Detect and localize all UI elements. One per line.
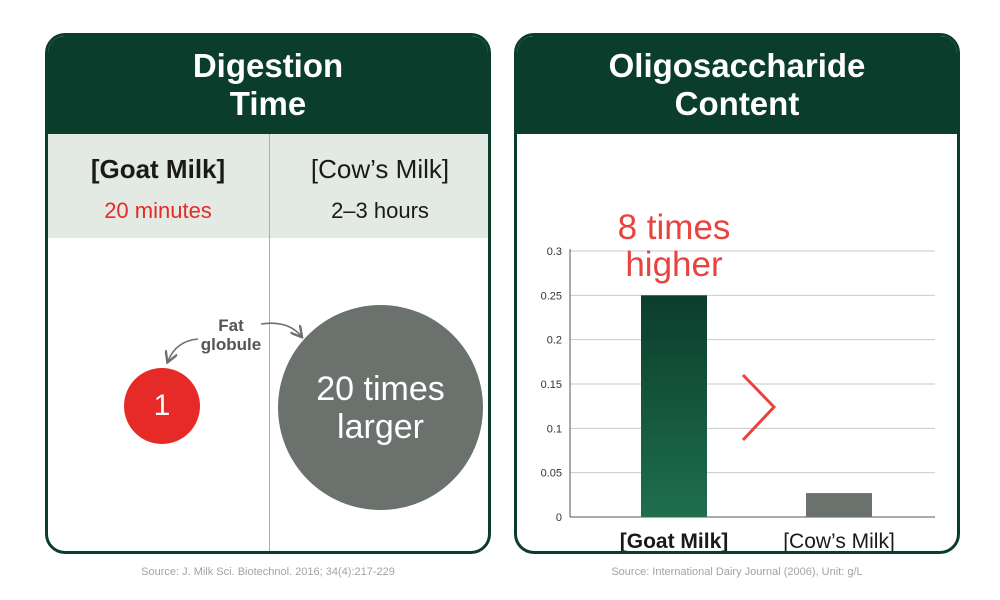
fat-label-line1: Fat xyxy=(218,316,244,335)
digestion-source-note: Source: J. Milk Sci. Biotechnol. 2016; 3… xyxy=(141,566,395,578)
y-tick-label: 0.15 xyxy=(541,379,562,391)
column-divider xyxy=(269,134,270,551)
oligosaccharide-card-header: Oligosaccharide Content xyxy=(517,36,957,134)
y-tick-label: 0.3 xyxy=(547,246,562,258)
cow-milk-time: 2–3 hours xyxy=(331,198,429,223)
goat-milk-time: 20 minutes xyxy=(104,198,212,223)
y-tick-label: 0 xyxy=(556,512,562,524)
digestion-time-card: Digestion Time [Goat Milk] 20 minutes [C… xyxy=(45,33,491,554)
cow-fat-globule-circle: 20 times larger xyxy=(278,305,483,510)
oligosaccharide-source-note: Source: International Dairy Journal (200… xyxy=(611,566,863,578)
fat-globule-label: Fat globule xyxy=(191,316,271,354)
oligosaccharide-card-title: Oligosaccharide Content xyxy=(609,47,866,123)
x-label-goat-milk: [Goat Milk] xyxy=(620,530,729,553)
greater-than-chevron xyxy=(741,373,777,442)
milk-comparison-row: [Goat Milk] 20 minutes [Cow’s Milk] 2–3 … xyxy=(48,134,488,238)
y-tick-label: 0.2 xyxy=(547,335,562,347)
oligosaccharide-bar-chart: 0 0.05 0.1 0.15 0.2 0.25 0.3 [Goat Milk] [Cow’s … xyxy=(541,208,935,553)
bar-cows-milk xyxy=(806,493,872,517)
cow-milk-label: [Cow’s Milk] xyxy=(310,154,450,184)
oligosaccharide-card: Oligosaccharide Content 0 0.05 0.1 0.15 0.2 0… xyxy=(514,33,960,554)
small-circle-value: 1 xyxy=(153,389,171,422)
large-circle-line2: larger xyxy=(337,407,424,446)
annotation-line2: higher xyxy=(625,245,723,284)
digestion-title-line1: Digestion xyxy=(192,47,344,84)
goat-milk-cell: [Goat Milk] 20 minutes xyxy=(48,134,268,238)
cow-milk-cell: [Cow’s Milk] 2–3 hours xyxy=(270,134,488,238)
y-tick-label: 0.05 xyxy=(541,468,562,480)
digestion-title-line2: Time xyxy=(229,85,307,122)
y-tick-label: 0.25 xyxy=(541,290,562,302)
bar-goat-milk xyxy=(641,295,707,517)
large-circle-line1: 20 times xyxy=(316,369,445,408)
y-tick-label: 0.1 xyxy=(547,423,562,435)
goat-milk-label: [Goat Milk] xyxy=(90,154,226,184)
oligo-title-line1: Oligosaccharide xyxy=(608,47,866,84)
goat-fat-globule-circle: 1 xyxy=(124,368,200,444)
fat-label-line2: globule xyxy=(200,335,262,354)
x-label-cows-milk: [Cow’s Milk] xyxy=(783,530,895,553)
oligo-title-line2: Content xyxy=(674,85,800,122)
arrow-to-small-circle xyxy=(168,338,199,361)
arrow-to-large-circle xyxy=(260,322,301,336)
annotation-line1: 8 times xyxy=(618,208,731,247)
digestion-card-title: Digestion Time xyxy=(193,47,343,123)
fat-globule-arrows xyxy=(48,322,488,551)
digestion-card-header: Digestion Time xyxy=(48,36,488,134)
